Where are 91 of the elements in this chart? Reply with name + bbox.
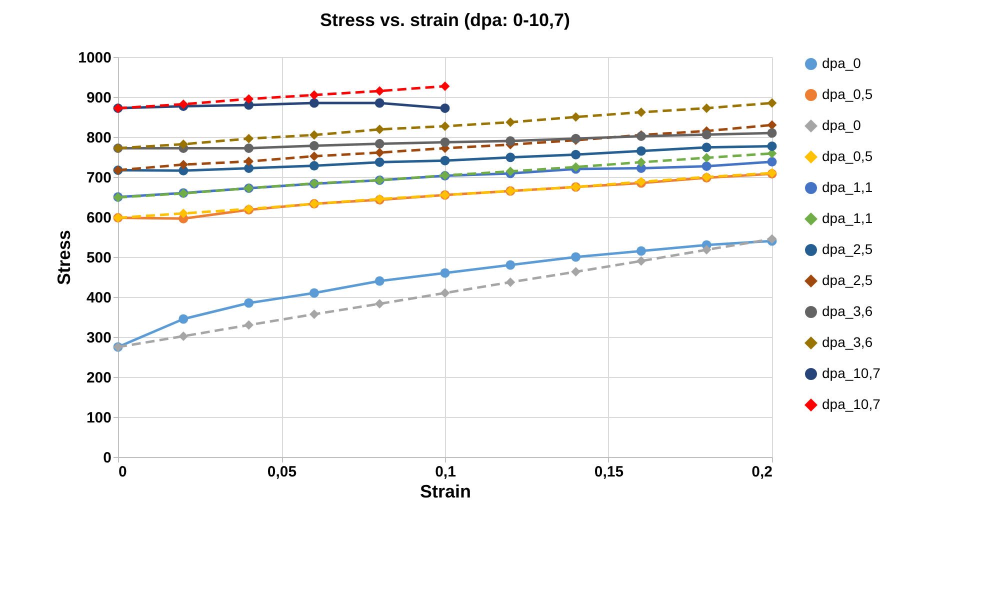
point xyxy=(374,86,384,96)
point xyxy=(702,130,712,140)
point xyxy=(506,152,516,162)
point xyxy=(571,267,581,277)
legend-label: dpa_3,6 xyxy=(822,303,873,319)
point xyxy=(506,117,516,127)
point xyxy=(571,150,581,160)
legend-label: dpa_2,5 xyxy=(822,272,873,288)
point xyxy=(178,160,188,170)
point xyxy=(767,157,777,167)
point xyxy=(309,161,319,171)
point xyxy=(374,148,384,158)
x-tick-label: 0,05 xyxy=(267,464,297,480)
point xyxy=(571,252,581,262)
point xyxy=(767,128,777,138)
point xyxy=(178,314,188,324)
point xyxy=(244,94,254,104)
point xyxy=(309,90,319,100)
point xyxy=(440,137,450,147)
point xyxy=(702,103,712,113)
point xyxy=(309,141,319,151)
x-tick-label: 0,2 xyxy=(752,464,772,480)
point xyxy=(636,107,646,117)
point xyxy=(767,98,777,108)
point xyxy=(309,151,319,161)
point xyxy=(178,208,188,218)
point xyxy=(244,156,254,166)
point xyxy=(178,139,188,149)
point xyxy=(767,120,777,130)
point xyxy=(506,260,516,270)
legend-label: dpa_10,7 xyxy=(822,365,881,381)
y-tick-label: 600 xyxy=(86,210,112,226)
point xyxy=(374,157,384,167)
x-tick-label: 0,1 xyxy=(435,464,456,480)
point xyxy=(702,142,712,152)
point xyxy=(309,98,319,108)
y-tick-label: 100 xyxy=(86,410,112,426)
legend-label: dpa_0,5 xyxy=(822,86,873,102)
point xyxy=(636,157,646,167)
point xyxy=(309,130,319,140)
x-axis-title: Strain xyxy=(420,482,472,502)
legend-label: dpa_2,5 xyxy=(822,241,873,257)
point xyxy=(244,143,254,153)
point xyxy=(374,299,384,309)
point xyxy=(440,121,450,131)
legend-label: dpa_0 xyxy=(822,117,862,133)
y-tick-label: 800 xyxy=(86,130,112,146)
point xyxy=(374,139,384,149)
legend-label: dpa_1,1 xyxy=(822,179,873,195)
point xyxy=(244,298,254,308)
point xyxy=(506,136,516,146)
legend-label: dpa_0 xyxy=(822,55,862,71)
point xyxy=(636,256,646,266)
y-tick-label: 400 xyxy=(86,290,112,306)
point xyxy=(636,146,646,156)
point xyxy=(440,81,450,91)
x-tick-label: 0 xyxy=(118,464,127,480)
legend-label: dpa_0,5 xyxy=(822,148,873,164)
point xyxy=(702,161,712,171)
legend-label: dpa_3,6 xyxy=(822,334,873,350)
y-tick-label: 900 xyxy=(86,90,112,106)
point xyxy=(702,153,712,163)
point xyxy=(767,141,777,151)
y-tick-label: 500 xyxy=(86,250,112,266)
point xyxy=(309,309,319,319)
point xyxy=(440,268,450,278)
point xyxy=(571,112,581,122)
point xyxy=(178,331,188,341)
y-tick-label: 300 xyxy=(86,330,112,346)
point xyxy=(702,245,712,255)
point xyxy=(440,288,450,298)
point xyxy=(636,246,646,256)
point xyxy=(309,288,319,298)
point xyxy=(506,277,516,287)
point xyxy=(244,320,254,330)
point xyxy=(440,103,450,113)
point xyxy=(244,163,254,173)
legend-label: dpa_10,7 xyxy=(822,396,881,412)
chart-title: Stress vs. strain (dpa: 0-10,7) xyxy=(320,10,570,30)
point xyxy=(374,276,384,286)
y-tick-label: 0 xyxy=(103,450,112,466)
x-tick-label: 0,15 xyxy=(594,464,624,480)
point xyxy=(244,134,254,144)
y-tick-label: 700 xyxy=(86,170,112,186)
y-tick-label: 1000 xyxy=(78,50,112,66)
y-axis-title: Stress xyxy=(54,230,74,286)
y-tick-label: 200 xyxy=(86,370,112,386)
point xyxy=(440,156,450,166)
legend-label: dpa_1,1 xyxy=(822,210,873,226)
point xyxy=(374,98,384,108)
point xyxy=(374,124,384,134)
